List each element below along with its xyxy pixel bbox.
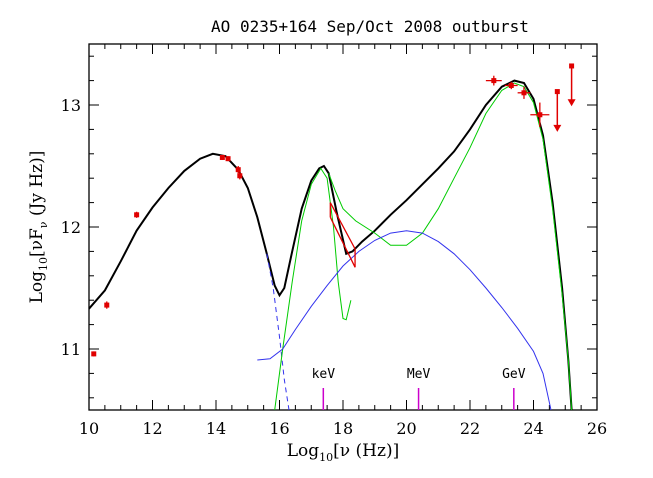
band-markers: keV MeV GeV [312, 367, 526, 410]
y-axis-label: Log10[νFν (Jy Hz)] [27, 151, 50, 304]
y-axis-label-prefix: Log [27, 271, 47, 304]
x-tick-label: 20 [396, 419, 416, 438]
band-marker-label: MeV [407, 367, 431, 382]
y-axis-label-subscript: 10 [37, 257, 50, 271]
green-component-2-curve [328, 82, 573, 411]
y-tick-label: 11 [61, 340, 81, 359]
synchrotron-extension-dashed-curve [266, 253, 290, 411]
green-component-1-curve [274, 167, 352, 411]
data-point [91, 351, 97, 357]
x-tick-label: 24 [523, 419, 543, 438]
x-axis-label-subscript: 10 [319, 451, 333, 464]
data-point [491, 78, 497, 84]
eic-component-curve [257, 230, 552, 411]
chart-title: AO 0235+164 Sep/Oct 2008 outburst [211, 17, 529, 36]
x-tick-label: 26 [587, 419, 607, 438]
data-point [237, 173, 243, 179]
x-axis-label: Log10[ν (Hz)] [287, 441, 399, 464]
data-point [225, 156, 231, 162]
upper-limit-arrow-head [567, 99, 576, 107]
y-axis-label-nu-subscript: ν [37, 221, 50, 228]
data-point [219, 154, 225, 160]
data-point [508, 82, 514, 88]
band-marker-label: keV [312, 367, 336, 382]
data-point [521, 90, 527, 96]
band-marker-label: GeV [502, 367, 526, 382]
xray-bowtie-upper [329, 202, 356, 250]
model-curves [88, 79, 573, 411]
upper-limit-arrow-head [553, 124, 562, 132]
data-point [134, 212, 140, 218]
y-tick-label: 12 [61, 218, 81, 237]
axis-tick-labels: 10 12 14 16 18 20 22 24 26 11 12 13 [61, 96, 608, 438]
data-points [91, 63, 576, 357]
data-point [537, 112, 543, 118]
x-axis-label-main: [ν (Hz)] [333, 441, 399, 461]
x-tick-label: 22 [460, 419, 480, 438]
total-model-curve [88, 79, 573, 411]
xray-bowtie-lower [329, 216, 356, 268]
x-axis-label-prefix: Log [287, 441, 320, 461]
axis-ticks [88, 44, 598, 410]
x-tick-label: 14 [206, 419, 226, 438]
x-tick-label: 16 [269, 419, 289, 438]
y-axis-label-main: [νF [27, 228, 47, 257]
x-tick-label: 10 [79, 419, 99, 438]
x-tick-label: 12 [142, 419, 162, 438]
y-axis-label-units: (Jy Hz)] [27, 151, 47, 222]
data-point [104, 302, 110, 308]
y-tick-label: 13 [61, 96, 81, 115]
x-tick-label: 18 [333, 419, 353, 438]
data-point [235, 167, 241, 173]
